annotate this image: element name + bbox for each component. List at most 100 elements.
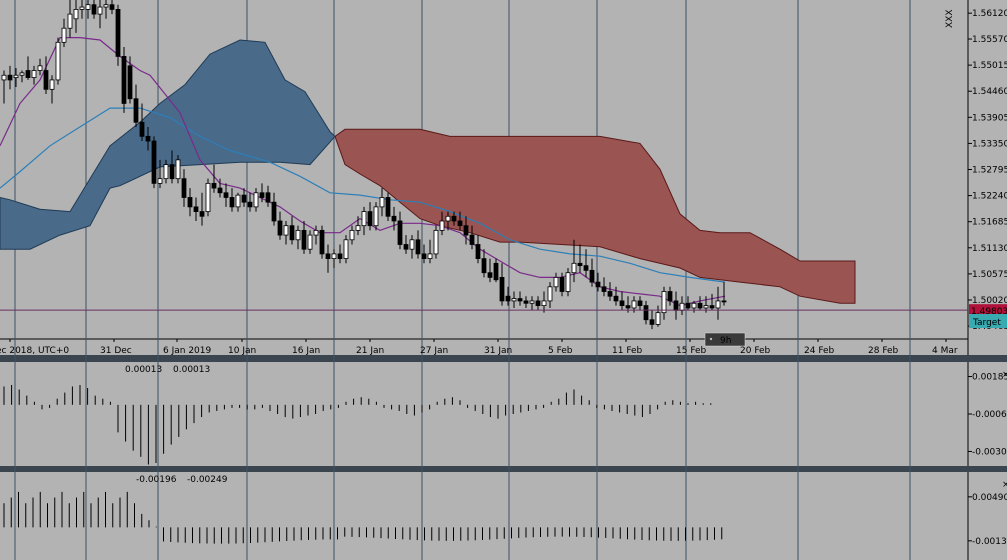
candle-bullish [73, 9, 79, 20]
candle-bullish [655, 312, 661, 325]
candle-bearish [325, 253, 331, 259]
candle-bullish [349, 229, 355, 241]
candle-bearish [709, 305, 715, 309]
indicator-value-main: -0.00196 [136, 475, 177, 485]
candle-bullish [103, 4, 109, 8]
candle-bearish [397, 220, 403, 245]
candle-bearish [151, 140, 157, 184]
date-label: 5 Feb [548, 346, 573, 356]
candle-bearish [25, 70, 31, 78]
candle-bullish [13, 74, 19, 78]
candle-bearish [535, 300, 541, 307]
price-tick-label: 1.52240 [972, 192, 1007, 202]
candle-bullish [67, 13, 73, 29]
candle-bullish [37, 65, 43, 71]
target-tag[interactable] [969, 314, 1007, 328]
candle-bearish [673, 300, 679, 311]
current-price-tag[interactable] [969, 304, 1007, 317]
candle-bullish [295, 229, 301, 241]
candle-bearish [181, 178, 187, 198]
candle-bearish [289, 225, 295, 241]
candle-bearish [619, 300, 625, 307]
candle-bullish [409, 239, 415, 250]
candle-bullish [715, 300, 721, 309]
candle-bearish [121, 56, 127, 104]
candle-bearish [133, 98, 139, 123]
candle-bearish [169, 164, 175, 180]
date-label: 24 Feb [804, 346, 835, 356]
date-label: ec 2018, UTC+0 [0, 346, 69, 356]
price-tick-label: 1.55015 [972, 61, 1007, 71]
candle-bearish [487, 272, 493, 278]
indicator-tick-label: 0.00185 [972, 373, 1007, 383]
cursor-time-tag[interactable] [704, 332, 746, 347]
candle-bearish [241, 194, 247, 203]
candle-bearish [277, 220, 283, 236]
candle-bearish [499, 277, 505, 302]
candle-bullish [163, 164, 169, 180]
candle-bearish [463, 225, 469, 236]
price-tick-label: 1.53350 [972, 139, 1007, 149]
candle-bearish [667, 291, 673, 302]
candle-bearish [481, 258, 487, 274]
candle-bearish [505, 295, 511, 302]
candle-bearish [187, 197, 193, 208]
candle-bearish [211, 182, 217, 189]
candle-bearish [523, 300, 529, 304]
ichimoku-cloud-bearish [334, 128, 856, 304]
date-label: 31 Jan [484, 346, 512, 356]
candle-bullish [343, 239, 349, 259]
candle-bearish [613, 295, 619, 302]
target-label: Target [972, 318, 1001, 328]
candle-bearish [415, 239, 421, 255]
candle-bullish [445, 215, 451, 222]
candle-bullish [253, 192, 259, 208]
candle-bearish [589, 269, 595, 283]
price-tick-label: 1.55570 [972, 35, 1007, 45]
indicator-value-signal: 0.00013 [173, 365, 210, 375]
candle-bullish [379, 197, 385, 208]
candle-bearish [451, 215, 457, 222]
candle-bearish [319, 229, 325, 255]
candle-bearish [139, 121, 145, 137]
candle-bullish [1, 74, 7, 81]
candle-bullish [631, 300, 637, 309]
date-label: 15 Feb [676, 346, 707, 356]
candle-bullish [691, 302, 697, 309]
cursor-time-label: 9h [720, 336, 731, 346]
candle-bearish [559, 277, 565, 292]
kijun-sen-line [0, 107, 726, 283]
price-tick-label: 1.56120 [972, 9, 1007, 19]
date-label: 21 Jan [356, 346, 384, 356]
candle-bullish [205, 182, 211, 212]
candle-bearish [601, 286, 607, 292]
candle-bullish [157, 178, 163, 184]
date-label: 6 Jan 2019 [163, 346, 211, 356]
candle-bearish [577, 262, 583, 267]
candle-bearish [385, 197, 391, 217]
date-label: 28 Feb [868, 346, 899, 356]
candle-bullish [283, 225, 289, 236]
candle-bearish [595, 281, 601, 288]
date-label: 10 Jan [228, 346, 256, 356]
panel-separator[interactable] [0, 466, 1007, 472]
candle-bearish [517, 298, 523, 302]
candle-bearish [109, 4, 115, 10]
candle-bearish [91, 4, 97, 15]
price-tick-label: 1.51685 [972, 218, 1007, 228]
candle-bearish [625, 305, 631, 309]
candle-bearish [145, 135, 151, 142]
candle-bullish [439, 220, 445, 231]
indicator-tick-label: -0.00305 [972, 447, 1007, 457]
candle-bullish [529, 300, 535, 304]
candle-bearish [607, 291, 613, 297]
panel-separator[interactable] [0, 355, 1007, 362]
indicator-value-signal: -0.00249 [187, 475, 228, 485]
indicator-tick-label: 0.00490 [972, 493, 1007, 503]
candle-bullish [553, 277, 559, 288]
candle-bearish [391, 215, 397, 222]
candle-bearish [421, 253, 427, 259]
price-tick-label: 1.51130 [972, 244, 1007, 254]
